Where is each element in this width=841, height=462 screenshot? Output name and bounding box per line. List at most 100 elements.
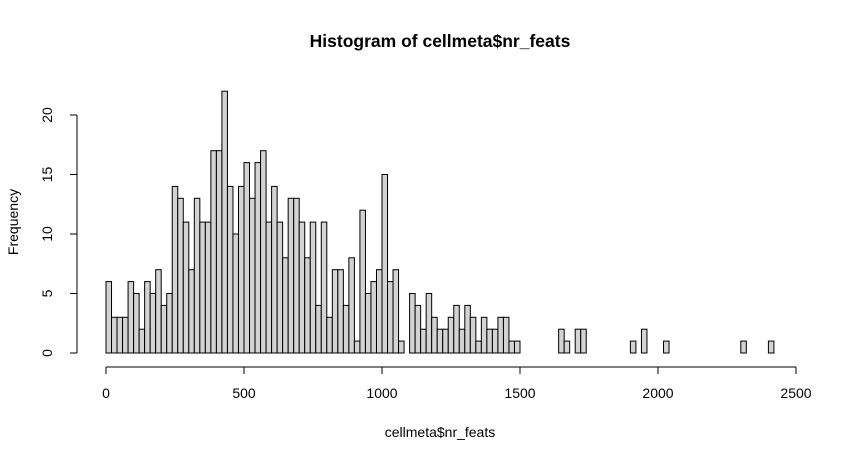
histogram-bar — [237, 185, 245, 354]
y-tick-label: 10 — [39, 226, 55, 242]
histogram-bar — [326, 316, 333, 354]
chart-title: Histogram of cellmeta$nr_feats — [310, 31, 571, 51]
x-tick-label: 2000 — [642, 385, 673, 401]
histogram-bar — [425, 293, 433, 354]
histogram-bar — [166, 293, 173, 354]
histogram-bar — [105, 281, 113, 354]
x-tick-label: 2500 — [780, 385, 811, 401]
histogram-bar — [414, 304, 422, 354]
histogram-bar — [342, 304, 350, 354]
histogram-bar — [580, 328, 587, 354]
histogram-bar — [447, 316, 455, 354]
histogram-bar — [364, 293, 372, 354]
histogram-bar — [409, 293, 416, 354]
histogram-bar — [249, 197, 256, 354]
histogram-bar — [309, 221, 317, 354]
histogram-bar — [640, 328, 648, 354]
histogram-bar — [171, 185, 179, 354]
histogram-bar — [381, 174, 389, 354]
histogram-bar — [260, 150, 267, 354]
histogram-bar — [663, 340, 670, 354]
y-tick-label: 20 — [39, 107, 55, 123]
histogram-bar — [210, 150, 217, 354]
histogram-bar — [558, 328, 565, 354]
histogram-bar — [370, 281, 377, 354]
histogram-bar — [497, 316, 504, 354]
histogram-bar — [149, 293, 157, 354]
histogram-bar — [199, 221, 206, 354]
histogram-bar — [508, 340, 515, 354]
histogram-bar — [392, 269, 400, 354]
x-tick-label: 1500 — [504, 385, 535, 401]
histogram-bar — [480, 316, 488, 354]
histogram-bar — [740, 340, 747, 354]
histogram-bar — [116, 316, 124, 354]
histogram-bar — [469, 316, 477, 354]
histogram-bar — [155, 269, 162, 354]
histogram-bar — [226, 185, 234, 354]
histogram-bar — [221, 90, 228, 354]
x-axis-label: cellmeta$nr_feats — [385, 424, 496, 440]
histogram-bar — [182, 221, 190, 354]
histogram-bar — [375, 269, 383, 354]
histogram-bar — [276, 221, 284, 354]
histogram-bar — [188, 269, 195, 354]
histogram-bars — [105, 90, 775, 354]
histogram-bar — [243, 162, 251, 354]
histogram-bar — [232, 233, 239, 354]
x-tick-label: 0 — [102, 385, 110, 401]
y-axis-label: Frequency — [5, 189, 21, 255]
histogram-bar — [513, 340, 521, 354]
x-axis: 0 500 1000 1500 2000 2500 — [102, 366, 812, 401]
histogram-bar — [215, 150, 223, 354]
histogram-bar — [298, 221, 306, 354]
histogram-bar — [138, 328, 146, 354]
histogram-bar — [420, 328, 427, 354]
histogram-bar — [353, 340, 361, 354]
histogram-bar — [458, 328, 466, 354]
histogram-bar — [282, 257, 289, 354]
histogram-bar — [491, 328, 499, 354]
histogram-bar — [331, 269, 339, 354]
histogram-bar — [387, 281, 394, 354]
histogram-bar — [337, 269, 344, 354]
histogram-bar — [133, 293, 140, 354]
y-tick-label: 15 — [39, 167, 55, 183]
histogram-bar — [111, 316, 118, 354]
histogram-bar — [144, 281, 151, 354]
histogram-bar — [293, 197, 300, 354]
histogram-bar — [442, 328, 449, 354]
y-tick-label: 0 — [39, 349, 55, 357]
histogram-bar — [271, 185, 278, 354]
histogram-bar — [315, 304, 322, 354]
histogram-bar — [464, 304, 471, 354]
histogram-bar — [127, 281, 135, 354]
histogram-bar — [431, 316, 438, 354]
x-tick-label: 1000 — [366, 385, 397, 401]
histogram-bar — [265, 221, 273, 354]
histogram-bar — [287, 197, 295, 354]
histogram-bar — [177, 197, 184, 354]
histogram-bar — [254, 162, 262, 354]
histogram-bar — [193, 197, 201, 354]
y-axis: 0 5 10 15 20 — [39, 107, 78, 357]
histogram-bar — [486, 328, 493, 354]
histogram-bar — [436, 328, 444, 354]
histogram-bar — [629, 340, 637, 354]
histogram-bar — [160, 304, 168, 354]
histogram-bar — [453, 304, 460, 354]
histogram-bar — [304, 257, 311, 354]
histogram-bar — [204, 221, 212, 354]
histogram-bar — [359, 209, 366, 354]
histogram-bar — [122, 316, 129, 354]
histogram-bar — [563, 340, 571, 354]
histogram-bar — [398, 340, 405, 354]
histogram-bar — [475, 340, 482, 354]
histogram-bar — [574, 328, 582, 354]
histogram-bar — [767, 340, 775, 354]
histogram-bar — [320, 221, 328, 354]
histogram-bar — [502, 316, 510, 354]
y-tick-label: 5 — [39, 289, 55, 297]
histogram-bar — [348, 257, 355, 354]
